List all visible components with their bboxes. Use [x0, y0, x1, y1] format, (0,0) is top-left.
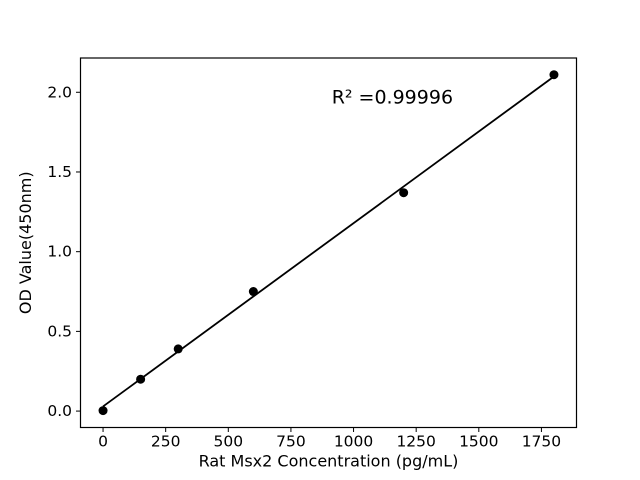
plot-border	[79, 57, 578, 429]
x-tick-label: 250	[151, 433, 181, 451]
x-tick-label: 500	[214, 433, 244, 451]
data-point	[136, 374, 146, 384]
data-point	[98, 406, 108, 416]
data-point	[248, 287, 258, 297]
y-tick-label: 0.5	[47, 322, 72, 340]
data-point	[549, 70, 559, 80]
x-tick-label: 1250	[396, 433, 435, 451]
r-squared-annotation: R² =0.99996	[332, 86, 453, 108]
x-tick-label: 750	[276, 433, 306, 451]
x-tick-label: 1000	[334, 433, 373, 451]
x-axis-label: Rat Msx2 Concentration (pg/mL)	[199, 452, 459, 471]
data-point	[173, 344, 183, 354]
y-tick-label: 1.5	[47, 163, 72, 181]
x-tick-label: 0	[98, 433, 108, 451]
x-tick-label: 1750	[522, 433, 561, 451]
y-tick-label: 2.0	[47, 83, 72, 101]
y-axis-label: OD Value(450nm)	[16, 171, 35, 314]
data-point	[399, 188, 409, 198]
x-tick-label: 1500	[459, 433, 498, 451]
y-tick-label: 1.0	[47, 243, 72, 261]
y-tick-label: 0.0	[47, 402, 72, 420]
